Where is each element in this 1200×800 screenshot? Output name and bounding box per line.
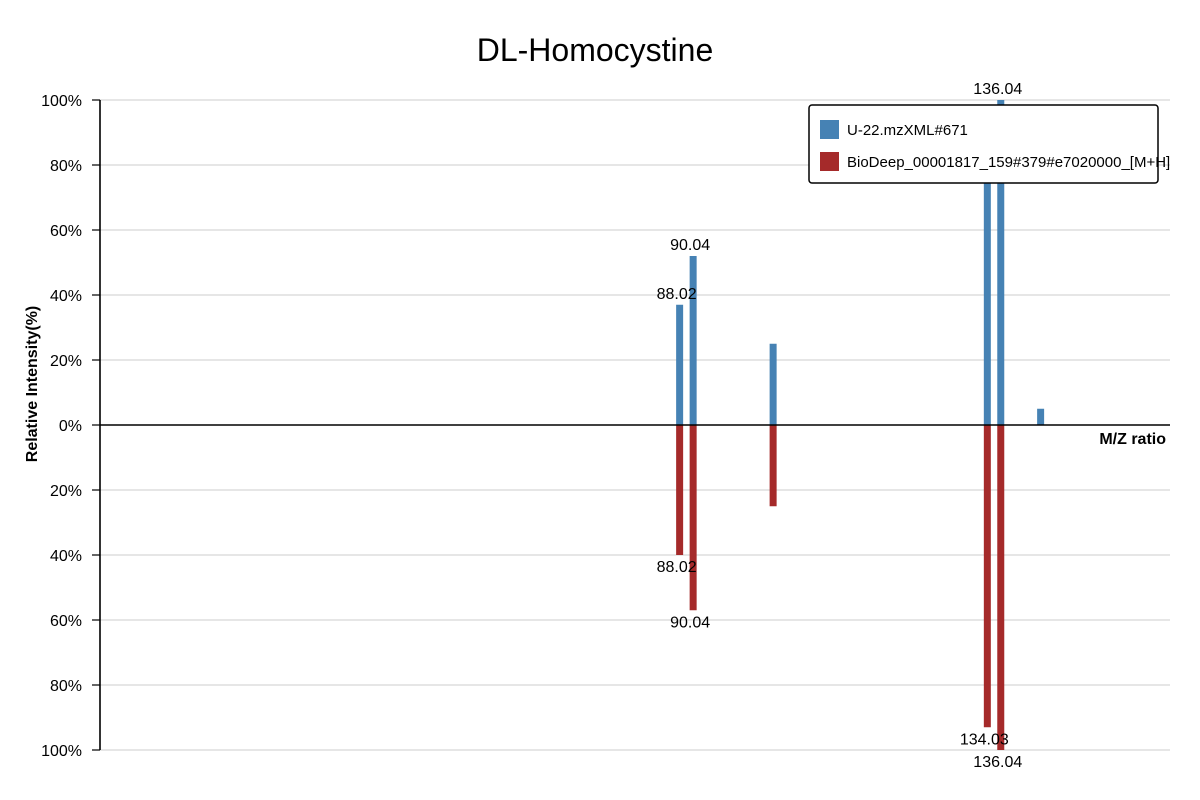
y-tick-label: 100% bbox=[41, 743, 82, 760]
y-tick-label: 80% bbox=[50, 158, 82, 175]
peak-label: 88.02 bbox=[657, 286, 697, 303]
y-tick-label: 60% bbox=[50, 613, 82, 630]
legend-box bbox=[808, 104, 1159, 184]
legend-items: U-22.mzXML#671 BioDeep_00001817_159#379#e… bbox=[820, 120, 1170, 171]
peak-bar bbox=[997, 425, 1005, 750]
x-axis-title: M/Z ratio bbox=[1099, 431, 1166, 448]
y-tick-labels: 100% 80% 60% 40% 20% 0% 20% 40% 60% 80% 100% bbox=[41, 93, 100, 760]
y-tick-label: 20% bbox=[50, 483, 82, 500]
legend: U-22.mzXML#671 BioDeep_00001817_159#379#e… bbox=[808, 104, 1170, 184]
y-tick-label: 80% bbox=[50, 678, 82, 695]
peak-label: 88.02 bbox=[657, 559, 697, 576]
peak-label: 136.04 bbox=[973, 754, 1022, 771]
y-tick-label: 20% bbox=[50, 353, 82, 370]
peak-bar bbox=[769, 343, 777, 425]
peak-bar bbox=[676, 304, 684, 425]
peak-label: 136.04 bbox=[973, 81, 1022, 98]
peak-label: 90.04 bbox=[670, 614, 710, 631]
legend-label: U-22.mzXML#671 bbox=[847, 122, 968, 139]
y-axis-title: Relative Intensity(%) bbox=[24, 306, 41, 462]
y-tick-label: 40% bbox=[50, 548, 82, 565]
peak-labels: 88.0290.04134.03136.0488.0290.04134.0313… bbox=[657, 81, 1023, 771]
peak-label: 134.03 bbox=[960, 731, 1009, 748]
peak-bar bbox=[769, 425, 777, 507]
peak-bar bbox=[983, 425, 991, 728]
legend-swatch bbox=[820, 152, 839, 171]
y-tick-label: 0% bbox=[59, 418, 82, 435]
legend-swatch bbox=[820, 120, 839, 139]
peak-bar bbox=[676, 425, 684, 555]
peak-bar bbox=[997, 100, 1005, 425]
peak-bar bbox=[1037, 408, 1045, 425]
peak-bar bbox=[689, 256, 697, 425]
peak-label: 90.04 bbox=[670, 237, 710, 254]
bar-layer bbox=[676, 100, 1045, 750]
peak-bar bbox=[983, 139, 991, 425]
legend-label: BioDeep_00001817_159#379#e7020000_[M+H] bbox=[847, 154, 1170, 171]
peak-bar bbox=[689, 425, 697, 611]
y-tick-label: 40% bbox=[50, 288, 82, 305]
grid-layer bbox=[100, 99, 1170, 751]
chart-title: DL-Homocystine bbox=[477, 32, 714, 68]
y-tick-label: 60% bbox=[50, 223, 82, 240]
y-tick-label: 100% bbox=[41, 93, 82, 110]
